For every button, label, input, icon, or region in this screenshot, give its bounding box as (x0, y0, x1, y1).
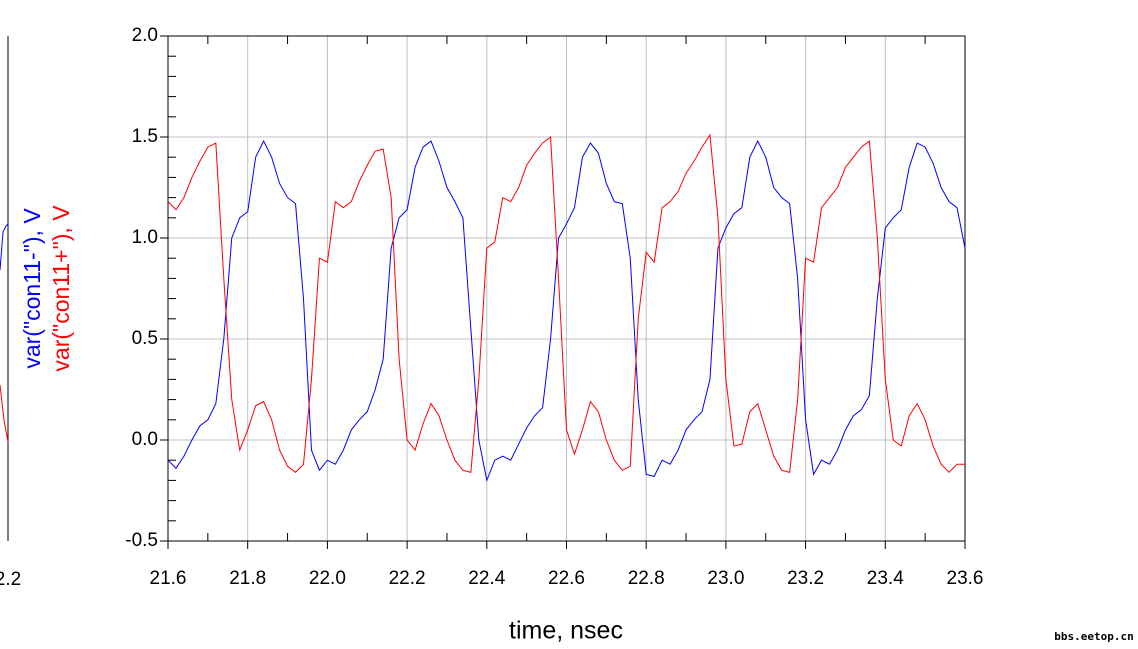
watermark: bbs.eetop.cn (1054, 630, 1133, 643)
x-tick-label: 23.4 (867, 568, 904, 589)
fragment-tick-label: 2.2 (0, 569, 21, 590)
x-tick-label: 22.6 (548, 568, 585, 589)
y-tick-label: 1.5 (132, 126, 158, 147)
x-tick-label: 22.0 (309, 568, 346, 589)
legend-label: var("con11-"), V (19, 208, 45, 369)
left-fragment: 2.2 (0, 36, 21, 590)
fragment-line (0, 223, 9, 271)
y-tick-label: 0.5 (132, 328, 158, 349)
x-tick-label: 21.6 (150, 568, 187, 589)
y-tick-label: 2.0 (132, 25, 158, 46)
x-tick-label: 21.8 (229, 568, 266, 589)
x-tick-label: 22.8 (628, 568, 665, 589)
legend-label: var("con11+"), V (48, 205, 74, 372)
y-tick-label: 0.0 (132, 429, 158, 450)
x-axis-label: time, nsec (509, 617, 623, 645)
x-tick-label: 22.4 (468, 568, 505, 589)
x-tick-label: 22.2 (389, 568, 426, 589)
y-tick-label: 1.0 (132, 227, 158, 248)
x-tick-label: 23.0 (707, 568, 744, 589)
y-tick-label: -0.5 (125, 530, 158, 551)
x-tick-label: 23.6 (947, 568, 984, 589)
x-tick-label: 23.2 (787, 568, 824, 589)
series-line (167, 139, 966, 483)
plot-frame (167, 35, 966, 542)
series-line (167, 133, 965, 474)
fragment-line (0, 384, 9, 443)
